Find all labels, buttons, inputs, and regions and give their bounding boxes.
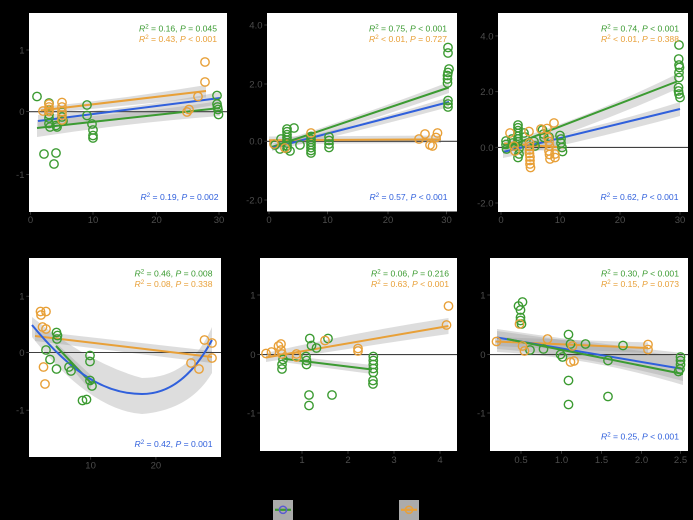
svg-text:10: 10 (555, 215, 566, 226)
svg-text:-2.0: -2.0 (477, 198, 493, 209)
svg-text:1: 1 (19, 292, 24, 303)
svg-text:R2 = 0.08, P = 0.338: R2 = 0.08, P = 0.338 (134, 279, 212, 289)
svg-text:2.0: 2.0 (249, 79, 262, 90)
svg-text:R2 = 0.16, P = 0.045: R2 = 0.16, P = 0.045 (139, 23, 217, 33)
svg-text:2.5: 2.5 (674, 455, 687, 466)
svg-text:1.0: 1.0 (555, 455, 568, 466)
svg-text:1: 1 (250, 290, 255, 301)
svg-text:1: 1 (299, 455, 304, 466)
svg-text:R2 = 0.19, P = 0.002: R2 = 0.19, P = 0.002 (140, 192, 218, 202)
svg-text:0: 0 (480, 350, 485, 361)
svg-text:10: 10 (88, 215, 99, 226)
svg-text:0.0: 0.0 (480, 143, 493, 154)
svg-text:2.0: 2.0 (635, 455, 648, 466)
svg-text:R2 = 0.43, P < 0.001: R2 = 0.43, P < 0.001 (139, 34, 217, 44)
svg-text:0: 0 (19, 107, 24, 118)
svg-text:R2 = 0.46, P = 0.008: R2 = 0.46, P = 0.008 (134, 268, 212, 278)
svg-text:10: 10 (85, 461, 96, 472)
svg-text:R2 = 0.57, P < 0.001: R2 = 0.57, P < 0.001 (369, 192, 447, 202)
svg-text:4.0: 4.0 (249, 20, 262, 31)
svg-text:10: 10 (322, 215, 333, 226)
svg-text:R2 < 0.01, P = 0.727: R2 < 0.01, P = 0.727 (369, 34, 447, 44)
svg-text:4.0: 4.0 (480, 31, 493, 42)
svg-text:30: 30 (441, 215, 452, 226)
svg-text:0: 0 (19, 348, 24, 359)
svg-text:R2 = 0.15, P = 0.073: R2 = 0.15, P = 0.073 (601, 279, 679, 289)
svg-text:30: 30 (675, 215, 686, 226)
svg-text:-1: -1 (247, 408, 255, 419)
svg-text:-1: -1 (16, 170, 24, 181)
svg-text:0: 0 (498, 215, 503, 226)
svg-text:4: 4 (437, 455, 442, 466)
svg-text:1: 1 (480, 290, 485, 301)
svg-text:-1: -1 (16, 406, 24, 417)
svg-text:20: 20 (151, 215, 162, 226)
svg-text:2: 2 (345, 455, 350, 466)
svg-text:1: 1 (19, 45, 24, 56)
svg-text:1.5: 1.5 (595, 455, 608, 466)
svg-text:30: 30 (214, 215, 225, 226)
svg-text:R2 < 0.01, P = 0.388: R2 < 0.01, P = 0.388 (601, 34, 679, 44)
svg-text:-2.0: -2.0 (246, 195, 262, 206)
svg-text:3: 3 (391, 455, 396, 466)
svg-text:-1: -1 (477, 408, 485, 419)
svg-text:R2 = 0.42, P = 0.001: R2 = 0.42, P = 0.001 (134, 439, 212, 449)
svg-text:20: 20 (615, 215, 626, 226)
svg-text:0.0: 0.0 (249, 137, 262, 148)
svg-text:20: 20 (383, 215, 394, 226)
svg-text:2.0: 2.0 (480, 87, 493, 98)
svg-text:0: 0 (266, 215, 271, 226)
svg-text:R2 = 0.63, P < 0.001: R2 = 0.63, P < 0.001 (371, 279, 449, 289)
svg-text:R2 = 0.74, P < 0.001: R2 = 0.74, P < 0.001 (601, 23, 679, 33)
svg-text:R2 = 0.62, P < 0.001: R2 = 0.62, P < 0.001 (600, 192, 678, 202)
svg-text:R2 = 0.75, P < 0.001: R2 = 0.75, P < 0.001 (369, 23, 447, 33)
svg-text:0.5: 0.5 (514, 455, 527, 466)
svg-text:R2 = 0.06, P = 0.216: R2 = 0.06, P = 0.216 (371, 268, 449, 278)
svg-text:0: 0 (28, 215, 33, 226)
svg-text:20: 20 (151, 461, 162, 472)
svg-text:R2 = 0.25, P < 0.001: R2 = 0.25, P < 0.001 (601, 431, 679, 441)
svg-text:R2 = 0.30, P < 0.001: R2 = 0.30, P < 0.001 (601, 268, 679, 278)
svg-text:0: 0 (250, 350, 255, 361)
